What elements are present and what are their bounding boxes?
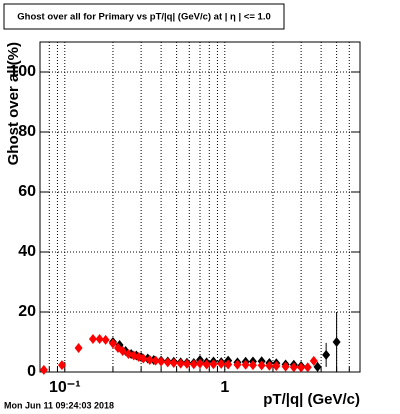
marker [169, 358, 178, 368]
y-tick-label: 80 [18, 123, 36, 140]
marker [88, 334, 97, 344]
chart-title: Ghost over all for Primary vs pT/|q| (Ge… [17, 12, 271, 23]
marker [313, 361, 322, 372]
marker [151, 355, 160, 366]
marker [163, 357, 172, 368]
marker [297, 362, 306, 373]
marker [332, 337, 341, 347]
timestamp: Mon Jun 11 09:24:03 2018 [4, 400, 114, 410]
plot-frame [39, 41, 361, 373]
marker [281, 361, 290, 372]
marker [139, 353, 148, 364]
marker [95, 334, 104, 344]
marker [217, 358, 226, 369]
marker [196, 358, 204, 369]
marker [309, 355, 318, 366]
marker [202, 359, 211, 370]
x-tick-label: 1 [220, 379, 229, 396]
marker [108, 338, 117, 349]
y-axis-label: Ghost over all(%) [5, 42, 22, 165]
title-box [3, 3, 285, 30]
marker [182, 358, 191, 369]
x-tick-label: 10⁻¹ [49, 379, 81, 396]
y-tick-label: 60 [18, 183, 36, 200]
marker [272, 361, 281, 371]
marker [145, 355, 154, 365]
marker [265, 360, 274, 371]
marker [74, 343, 83, 353]
marker [257, 360, 266, 371]
x-axis-label: pT/|q| (GeV/c) [263, 391, 360, 408]
marker [224, 359, 233, 370]
y-tick-label: 20 [18, 303, 36, 320]
marker [322, 349, 331, 360]
marker [39, 364, 48, 375]
y-tick-label: 40 [18, 243, 36, 260]
marker [209, 359, 218, 370]
marker [248, 360, 257, 371]
y-tick-label: 100 [9, 63, 36, 80]
marker [189, 359, 198, 370]
marker [101, 334, 110, 345]
marker [157, 356, 166, 367]
marker [303, 362, 312, 373]
y-tick-label: 0 [27, 363, 36, 380]
marker [241, 359, 250, 370]
marker [118, 346, 127, 356]
marker [57, 360, 66, 371]
marker [176, 358, 185, 369]
marker [289, 362, 298, 373]
marker [124, 349, 133, 359]
marker [233, 359, 242, 370]
